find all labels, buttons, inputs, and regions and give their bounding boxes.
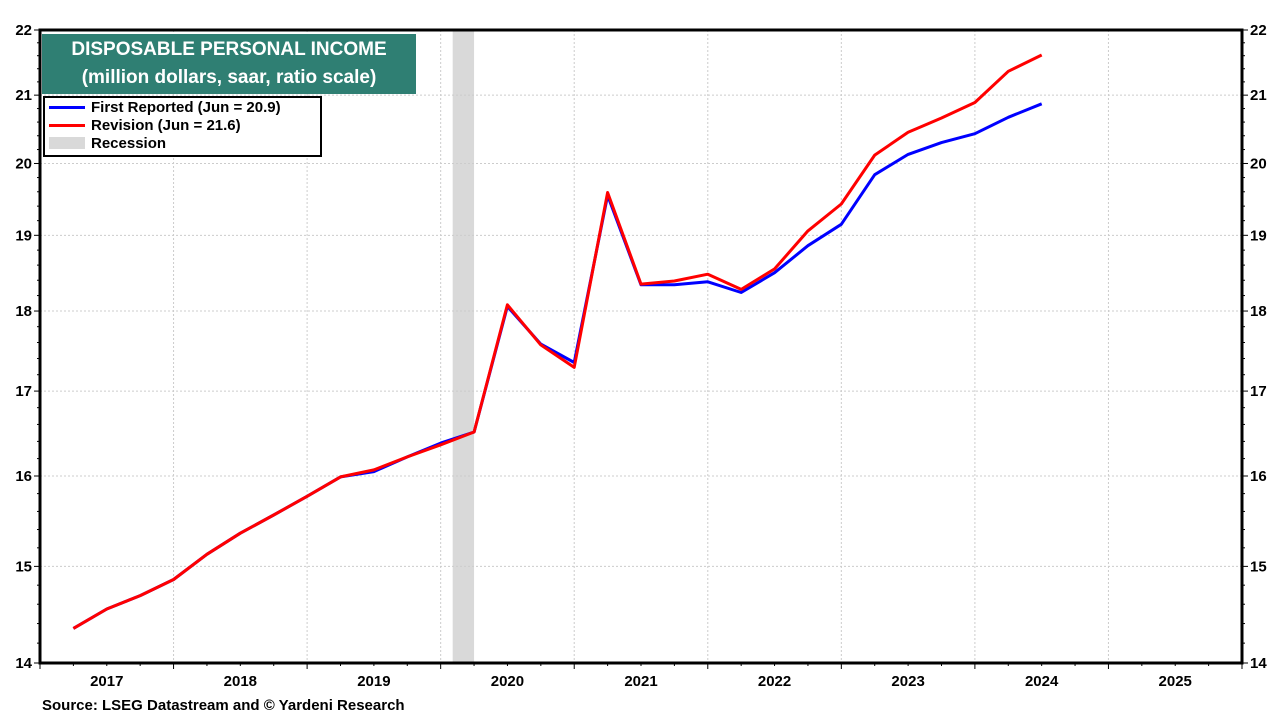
x-tick-label: 2021 [624,673,657,690]
y-tick-label-right: 18 [1250,303,1267,320]
y-tick-label-right: 21 [1250,87,1267,104]
y-tick-label-left: 14 [15,655,32,672]
y-tick-label-left: 15 [15,558,32,575]
x-tick-label: 2020 [491,673,524,690]
y-tick-label-left: 20 [15,155,32,172]
x-tick-label: 2017 [90,673,123,690]
y-tick-label-left: 18 [15,303,32,320]
legend-item-recession: Recession [49,134,320,152]
legend-item-revision: Revision (Jun = 21.6) [49,116,320,134]
series-line-revision [72,53,1043,630]
x-tick-label: 2025 [1159,673,1192,690]
legend-label: First Reported (Jun = 20.9) [91,98,281,116]
x-tick-label: 2023 [891,673,924,690]
y-tick-label-left: 21 [15,87,32,104]
x-tick-label: 2022 [758,673,791,690]
series-line-first-reported [72,102,1043,630]
x-tick-label: 2018 [224,673,257,690]
y-tick-label-right: 16 [1250,468,1267,485]
y-tick-label-left: 22 [15,22,32,39]
y-tick-label-right: 14 [1250,655,1267,672]
y-tick-label-right: 15 [1250,558,1267,575]
legend-swatch-red [49,123,85,127]
x-tick-label: 2019 [357,673,390,690]
y-tick-label-left: 17 [15,383,32,400]
y-tick-label-left: 19 [15,227,32,244]
chart-title-box: DISPOSABLE PERSONAL INCOME (million doll… [42,34,416,94]
legend-item-first-reported: First Reported (Jun = 20.9) [49,98,320,116]
y-tick-label-right: 22 [1250,22,1267,39]
chart-title: DISPOSABLE PERSONAL INCOME [71,39,387,60]
source-note: Source: LSEG Datastream and © Yardeni Re… [42,697,405,714]
legend-swatch-blue [49,105,85,109]
y-tick-label-left: 16 [15,468,32,485]
legend-swatch-gray [49,137,85,149]
y-tick-label-right: 19 [1250,227,1267,244]
legend-label: Revision (Jun = 21.6) [91,116,241,134]
legend-label: Recession [91,134,167,152]
y-tick-label-right: 20 [1250,155,1267,172]
x-tick-label: 2024 [1025,673,1059,690]
y-tick-label-right: 17 [1250,383,1267,400]
recession-band [452,30,475,663]
legend: First Reported (Jun = 20.9) Revision (Ju… [43,96,322,157]
chart-subtitle: (million dollars, saar, ratio scale) [81,67,377,88]
